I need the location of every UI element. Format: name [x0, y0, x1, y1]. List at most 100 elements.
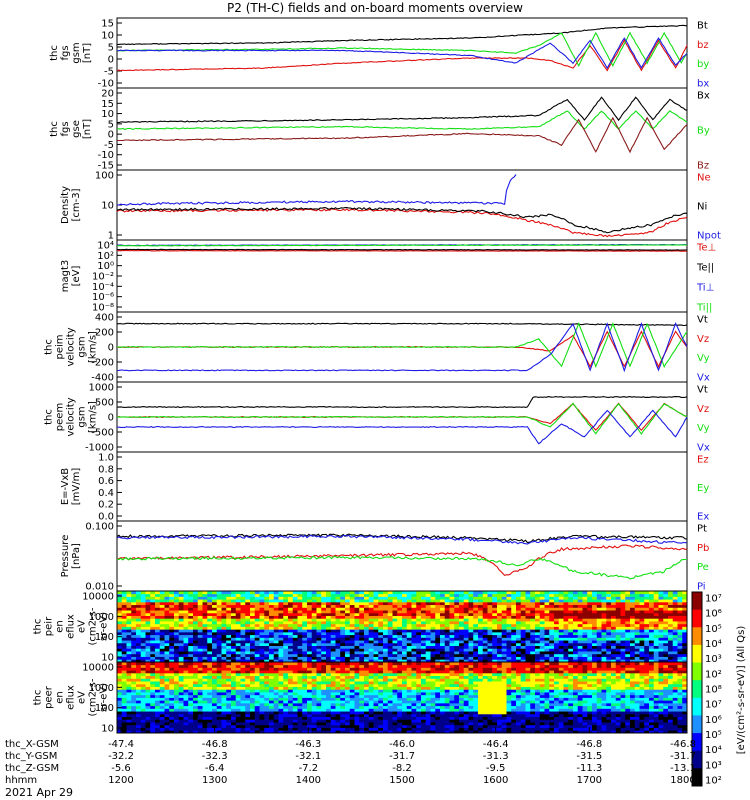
heatmap-cell — [245, 629, 251, 633]
heatmap-cell — [330, 648, 336, 652]
heatmap-cell — [183, 596, 189, 600]
heatmap-cell — [549, 604, 555, 608]
heatmap-cell — [150, 596, 156, 600]
heatmap-cell — [539, 593, 545, 597]
heatmap-cell — [193, 708, 199, 712]
heatmap-cell — [259, 730, 265, 734]
heatmap-cell — [326, 612, 332, 616]
heatmap-cell — [169, 711, 175, 715]
heatmap-cell — [644, 599, 650, 603]
heatmap-cell — [658, 591, 664, 595]
heatmap-cell — [516, 634, 522, 638]
heatmap-cell — [226, 711, 232, 715]
heatmap-cell — [440, 615, 446, 619]
heatmap-cell — [188, 591, 194, 595]
heatmap-cell — [183, 702, 189, 707]
heatmap-cell — [520, 599, 526, 603]
heatmap-cell — [278, 634, 284, 638]
heatmap-cell — [406, 612, 412, 616]
heatmap-cell — [264, 719, 270, 723]
heatmap-cell — [525, 640, 531, 644]
heatmap-cell — [468, 629, 474, 633]
heatmap-cell — [397, 591, 403, 595]
heatmap-cell — [193, 596, 199, 600]
heatmap-cell — [658, 640, 664, 644]
heatmap-cell — [601, 618, 607, 622]
heatmap-cell — [387, 702, 393, 707]
heatmap-cell — [630, 659, 636, 663]
heatmap-cell — [193, 591, 199, 595]
heatmap-cell — [682, 651, 688, 655]
heatmap-cell — [402, 642, 408, 647]
heatmap-cell — [307, 593, 313, 597]
heatmap-cell — [615, 612, 621, 616]
heatmap-cell — [155, 678, 161, 682]
heatmap-cell — [283, 623, 289, 627]
heatmap-cell — [188, 599, 194, 603]
heatmap-cell — [150, 637, 156, 641]
heatmap-cell — [682, 615, 688, 619]
heatmap-cell — [264, 705, 270, 709]
heatmap-cell — [131, 675, 137, 679]
heatmap-cell — [164, 730, 170, 734]
heatmap-cell — [126, 713, 132, 718]
heatmap-cell — [226, 689, 232, 693]
heatmap-cell — [254, 692, 260, 696]
heatmap-cell — [416, 672, 422, 677]
heatmap-cell — [136, 612, 142, 616]
heatmap-cell — [126, 596, 132, 600]
heatmap-cell — [202, 694, 208, 698]
heatmap-cell — [530, 626, 536, 630]
heatmap-cell — [625, 610, 631, 614]
heatmap-cell — [539, 621, 545, 625]
heatmap-cell — [264, 653, 270, 657]
heatmap-cell — [402, 601, 408, 606]
heatmap-cell — [387, 634, 393, 638]
heatmap-cell — [193, 651, 199, 655]
heatmap-cell — [269, 697, 275, 701]
heatmap-cell — [368, 683, 374, 687]
heatmap-cell — [354, 623, 360, 627]
heatmap-cell — [169, 610, 175, 614]
heatmap-cell — [596, 593, 602, 597]
heatmap-cell — [520, 634, 526, 638]
heatmap-cell — [188, 629, 194, 633]
heatmap-cell — [330, 601, 336, 606]
heatmap-cell — [568, 615, 574, 619]
heatmap-cell — [468, 593, 474, 597]
heatmap-cell — [383, 692, 389, 696]
heatmap-cell — [368, 708, 374, 712]
heatmap-cell — [349, 631, 355, 636]
heatmap-cell — [226, 651, 232, 655]
heatmap-cell — [197, 634, 203, 638]
heatmap-cell — [349, 705, 355, 709]
ytick-label: 10 — [101, 31, 114, 42]
heatmap-cell — [212, 722, 218, 726]
heatmap-cell — [516, 607, 522, 611]
heatmap-cell — [174, 686, 180, 690]
heatmap-cell — [188, 612, 194, 616]
heatmap-cell — [387, 610, 393, 614]
heatmap-cell — [330, 659, 336, 663]
heatmap-cell — [644, 629, 650, 633]
heatmap-cell — [221, 683, 227, 687]
heatmap-cell — [383, 659, 389, 663]
heatmap-cell — [302, 705, 308, 709]
heatmap-cell — [155, 637, 161, 641]
heatmap-cell — [430, 653, 436, 657]
heatmap-cell — [345, 604, 351, 608]
series-line-Vz — [116, 330, 688, 369]
ylabel-line: gsm — [77, 406, 88, 427]
heatmap-cell — [373, 651, 379, 655]
heatmap-cell — [558, 631, 564, 636]
heatmap-cell — [516, 604, 522, 608]
heatmap-cell — [373, 708, 379, 712]
heatmap-cell — [207, 653, 213, 657]
heatmap-cell — [492, 610, 498, 614]
heatmap-cell — [354, 656, 360, 660]
heatmap-cell — [634, 637, 640, 641]
heatmap-cell — [321, 708, 327, 712]
heatmap-cell — [449, 596, 455, 600]
heatmap-cell — [321, 653, 327, 657]
heatmap-cell — [411, 678, 417, 682]
